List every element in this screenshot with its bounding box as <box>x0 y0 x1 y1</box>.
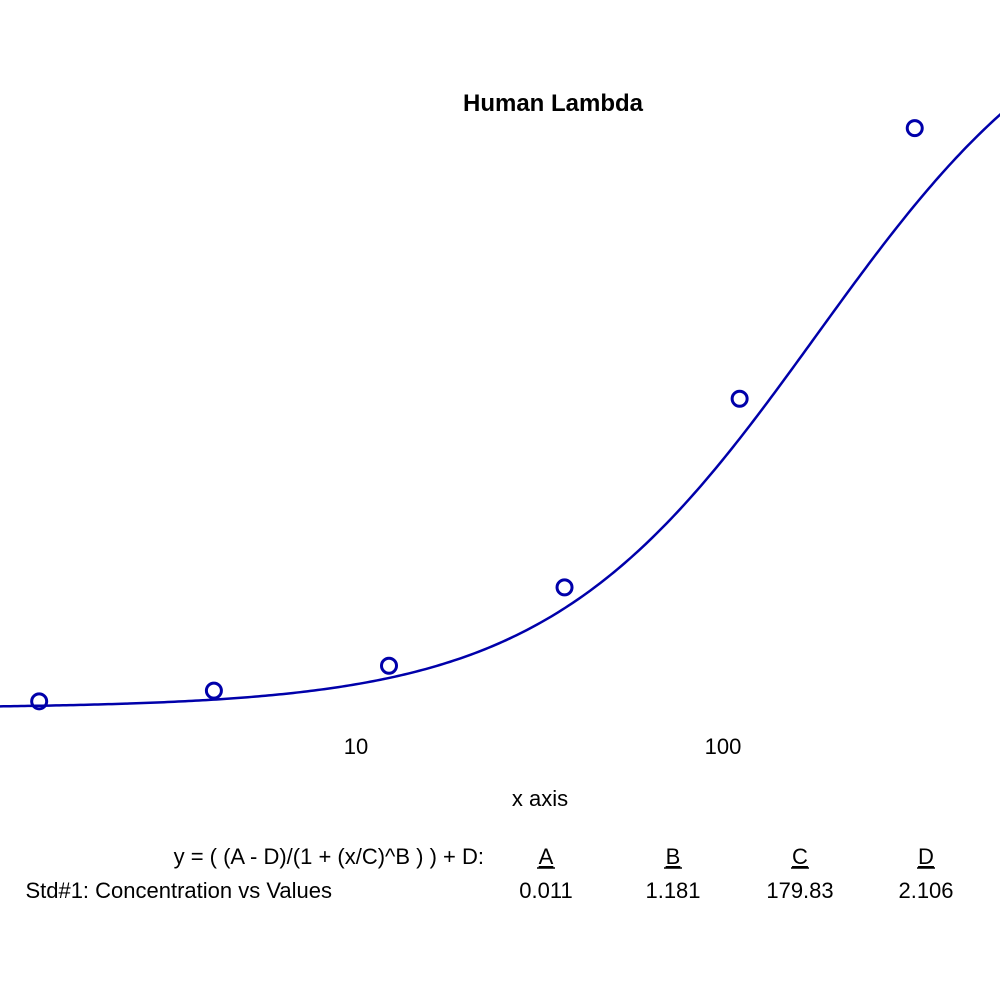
param-value-d: 2.106 <box>898 878 953 903</box>
data-point <box>380 656 398 675</box>
data-point <box>905 119 924 138</box>
fit-curve <box>0 112 1000 708</box>
data-point <box>730 389 749 408</box>
data-point <box>30 692 49 711</box>
param-header-b: B <box>666 844 681 869</box>
data-point <box>555 578 574 597</box>
x-axis-label: x axis <box>512 786 568 811</box>
param-header-c: C <box>792 844 808 869</box>
data-points-layer <box>30 119 924 711</box>
fit-equation: y = ( (A - D)/(1 + (x/C)^B ) ) + D: <box>174 844 484 869</box>
param-header-a: A <box>539 844 554 869</box>
param-value-a: 0.011 <box>519 878 572 903</box>
data-point <box>204 681 223 700</box>
param-value-b: 1.181 <box>645 878 700 903</box>
x-tick-label: 10 <box>344 734 368 759</box>
x-tick-label: 100 <box>705 734 742 759</box>
param-value-c: 179.83 <box>766 878 833 903</box>
fit-curve-layer <box>0 112 1000 708</box>
param-header-d: D <box>918 844 934 869</box>
legend-series-name: Std#1: Concentration vs Values <box>25 878 332 903</box>
fit-parameter-table: A 0.011 B 1.181 C 179.83 D 2.106 <box>519 844 953 903</box>
chart-title: Human Lambda <box>463 90 644 117</box>
x-tick-labels: 10 100 <box>344 734 742 759</box>
